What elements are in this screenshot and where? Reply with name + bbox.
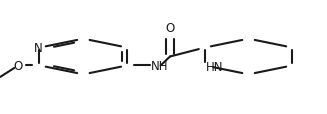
- Text: O: O: [165, 21, 175, 34]
- Text: NH: NH: [151, 59, 168, 72]
- Text: O: O: [14, 59, 23, 72]
- Text: HN: HN: [206, 61, 224, 73]
- Text: N: N: [33, 41, 42, 54]
